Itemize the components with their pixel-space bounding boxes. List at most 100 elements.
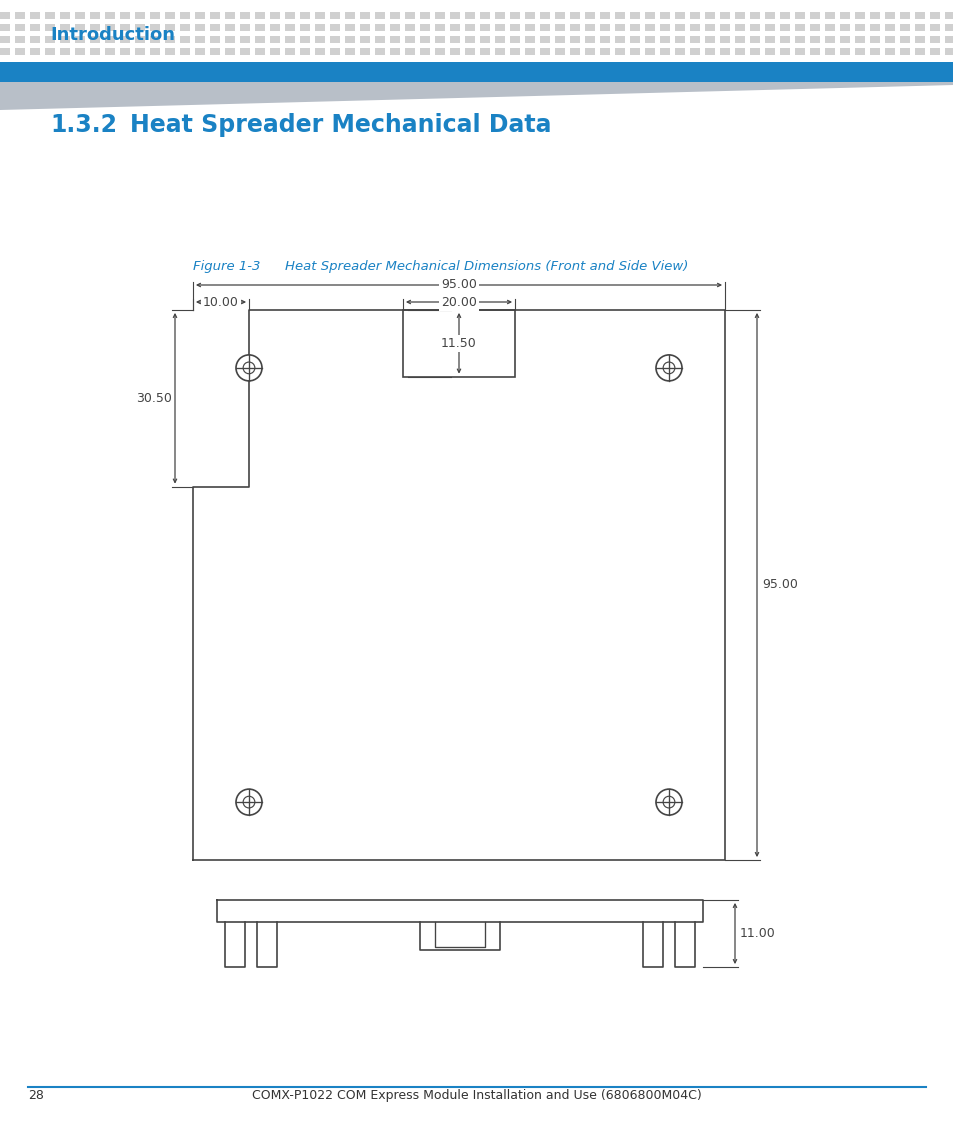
Bar [45,24,55,31]
Bar [240,11,250,19]
Polygon shape [0,82,953,110]
Bar [944,48,953,55]
Bar [734,24,744,31]
Bar [734,11,744,19]
Bar [914,11,924,19]
Bar [764,48,774,55]
Bar [720,24,729,31]
Bar [450,48,459,55]
Bar [689,11,700,19]
Bar [749,24,760,31]
Bar [270,24,280,31]
Bar [644,48,655,55]
Bar [0,11,10,19]
Bar [869,48,879,55]
Bar [749,48,760,55]
Bar [584,48,595,55]
Bar [854,24,864,31]
Bar [780,11,789,19]
Bar [240,24,250,31]
Bar [314,35,325,44]
Bar [105,35,115,44]
Bar [464,48,475,55]
Bar [419,48,430,55]
Bar [180,11,190,19]
Bar [402,310,515,377]
Bar [330,24,339,31]
Bar [60,11,70,19]
Bar [75,35,85,44]
Text: 28: 28 [28,1089,44,1101]
Bar [555,48,564,55]
Bar [285,48,294,55]
Circle shape [662,796,674,808]
Bar [749,11,760,19]
Bar [375,48,385,55]
Bar [375,35,385,44]
Bar [615,48,624,55]
Bar [135,11,145,19]
Bar [854,11,864,19]
Bar [30,11,40,19]
Bar [15,35,25,44]
Bar [435,24,444,31]
Bar [75,48,85,55]
Bar [599,35,609,44]
Bar [675,48,684,55]
Bar [689,48,700,55]
Bar [375,24,385,31]
Bar [419,24,430,31]
Bar [390,24,399,31]
Bar [299,11,310,19]
Bar [675,24,684,31]
Bar [15,11,25,19]
Bar [359,48,370,55]
Bar [809,48,820,55]
Bar [539,11,550,19]
Bar [659,48,669,55]
Bar [675,11,684,19]
Bar [689,35,700,44]
Bar [314,48,325,55]
Bar [60,48,70,55]
Bar [615,35,624,44]
Bar [869,35,879,44]
Bar [510,24,519,31]
Bar [0,24,10,31]
Bar [210,48,220,55]
Bar [659,35,669,44]
Bar [884,11,894,19]
Text: Figure 1-3: Figure 1-3 [193,260,260,273]
Bar [809,24,820,31]
Bar [120,24,130,31]
Bar [210,24,220,31]
Bar [929,35,939,44]
Bar [524,35,535,44]
Bar [734,35,744,44]
Bar [629,48,639,55]
Bar [899,24,909,31]
Circle shape [662,362,674,373]
Bar [854,35,864,44]
Bar [435,48,444,55]
Bar [809,35,820,44]
Bar [780,48,789,55]
Bar [135,35,145,44]
Bar [780,35,789,44]
Bar [150,11,160,19]
Bar [464,24,475,31]
Bar [479,48,490,55]
Bar [629,24,639,31]
Text: COMX-P1022 COM Express Module Installation and Use (6806800M04C): COMX-P1022 COM Express Module Installati… [252,1089,701,1101]
Bar [720,48,729,55]
Bar [405,24,415,31]
Bar [929,11,939,19]
Bar [704,35,714,44]
Bar [599,48,609,55]
Bar [345,48,355,55]
Text: 95.00: 95.00 [761,578,797,592]
Bar [330,48,339,55]
Bar [479,11,490,19]
Bar [644,24,655,31]
Bar [165,24,174,31]
